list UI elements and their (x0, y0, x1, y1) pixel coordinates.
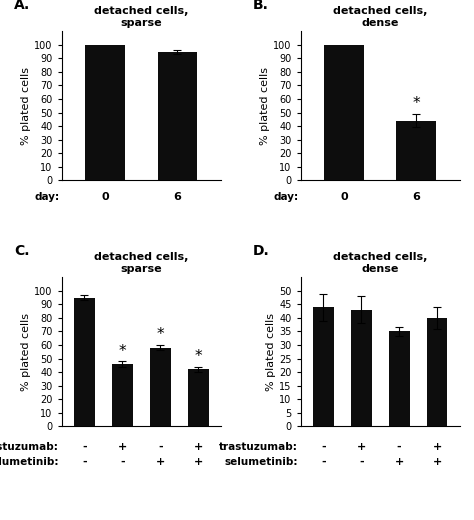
Title: detached cells,
sparse: detached cells, sparse (94, 6, 189, 28)
Bar (313, 307, 334, 426)
Text: -: - (120, 457, 125, 466)
Bar (389, 331, 410, 426)
Text: +: + (155, 457, 165, 466)
Text: *: * (118, 344, 126, 359)
Bar (112, 364, 133, 426)
Text: -: - (82, 442, 87, 452)
Text: *: * (156, 328, 164, 342)
Text: B.: B. (253, 0, 269, 12)
Text: +: + (193, 442, 203, 452)
Bar (157, 51, 197, 180)
Bar (351, 310, 372, 426)
Text: *: * (412, 96, 420, 111)
Text: day:: day: (273, 192, 298, 202)
Text: +: + (394, 457, 404, 466)
Bar (427, 318, 447, 426)
Text: selumetinib:: selumetinib: (225, 457, 298, 466)
Bar (396, 121, 436, 180)
Text: trastuzumab:: trastuzumab: (219, 442, 298, 452)
Title: detached cells,
dense: detached cells, dense (333, 6, 428, 28)
Text: -: - (82, 457, 87, 466)
Y-axis label: % plated cells: % plated cells (266, 313, 276, 391)
Text: *: * (194, 349, 202, 364)
Text: -: - (397, 442, 401, 452)
Text: -: - (321, 457, 326, 466)
Text: trastuzumab:: trastuzumab: (0, 442, 59, 452)
Bar (150, 348, 171, 426)
Text: D.: D. (253, 244, 270, 258)
Text: 6: 6 (412, 192, 420, 202)
Bar (188, 369, 209, 426)
Text: -: - (158, 442, 163, 452)
Y-axis label: % plated cells: % plated cells (21, 67, 31, 145)
Y-axis label: % plated cells: % plated cells (21, 313, 31, 391)
Text: +: + (432, 457, 442, 466)
Text: C.: C. (14, 244, 29, 258)
Text: day:: day: (34, 192, 59, 202)
Y-axis label: % plated cells: % plated cells (260, 67, 270, 145)
Text: +: + (193, 457, 203, 466)
Text: -: - (359, 457, 364, 466)
Text: 0: 0 (340, 192, 348, 202)
Title: detached cells,
sparse: detached cells, sparse (94, 252, 189, 274)
Text: +: + (432, 442, 442, 452)
Bar (74, 297, 95, 426)
Text: 0: 0 (101, 192, 109, 202)
Text: selumetinib:: selumetinib: (0, 457, 59, 466)
Text: +: + (356, 442, 366, 452)
Title: detached cells,
dense: detached cells, dense (333, 252, 428, 274)
Text: +: + (118, 442, 127, 452)
Text: 6: 6 (173, 192, 182, 202)
Bar (324, 45, 364, 180)
Bar (85, 45, 125, 180)
Text: -: - (321, 442, 326, 452)
Text: A.: A. (14, 0, 30, 12)
